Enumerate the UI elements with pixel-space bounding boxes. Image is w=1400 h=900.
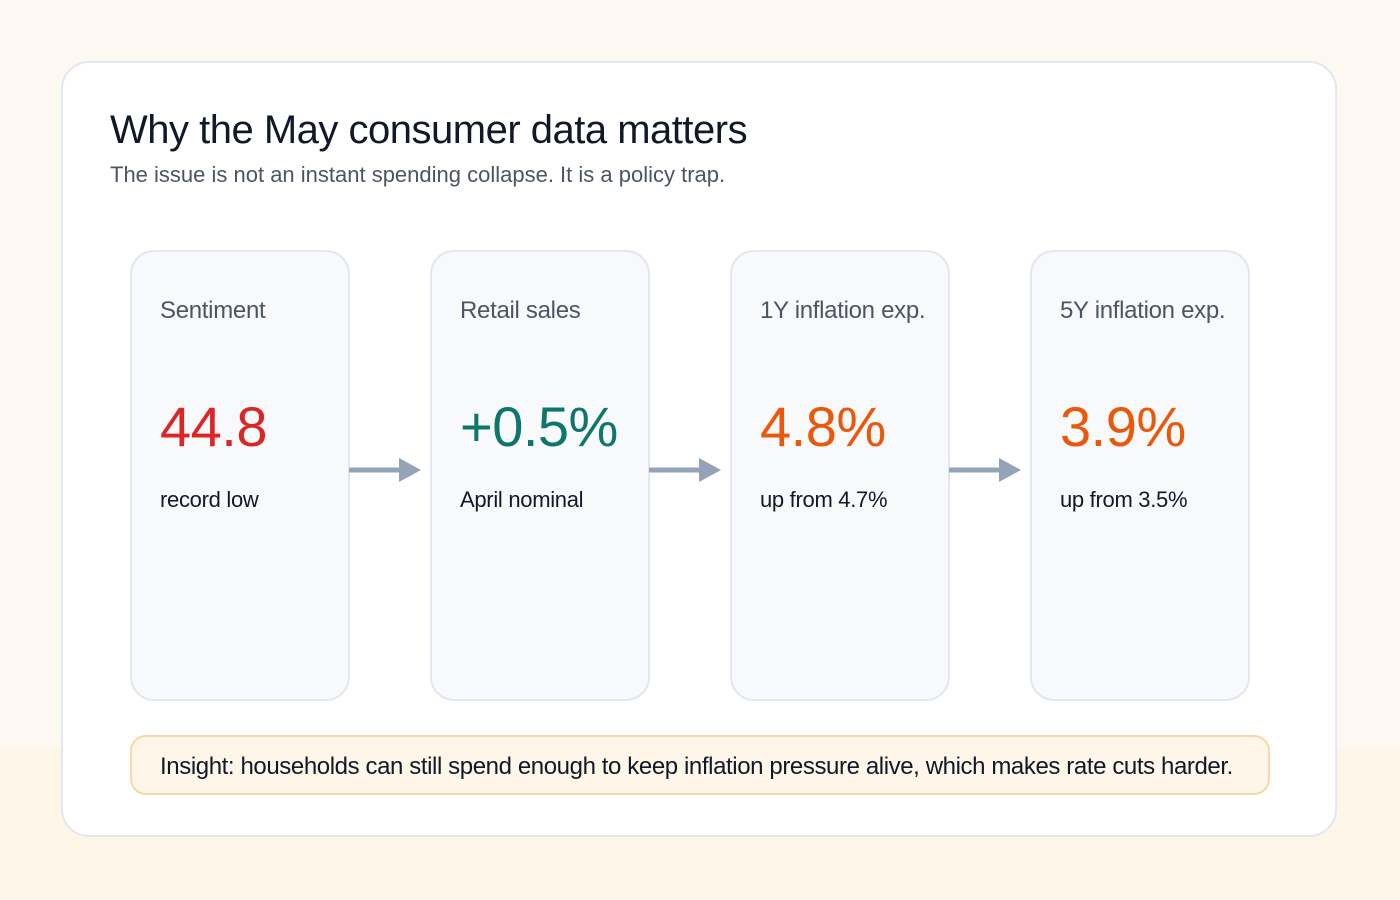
- metric-label: Sentiment: [160, 297, 266, 324]
- metric-value: 4.8%: [760, 395, 886, 458]
- insight-callout: Insight: households can still spend enou…: [130, 735, 1270, 795]
- metric-card-sentiment: Sentiment 44.8 record low: [130, 250, 350, 701]
- insight-text: Insight: households can still spend enou…: [160, 753, 1233, 780]
- metric-value: +0.5%: [460, 395, 618, 458]
- metric-card-5y-inflation: 5Y inflation exp. 3.9% up from 3.5%: [1030, 250, 1250, 701]
- metric-card-1y-inflation: 1Y inflation exp. 4.8% up from 4.7%: [730, 250, 950, 701]
- metric-note: record low: [160, 487, 259, 512]
- metric-note: April nominal: [460, 487, 584, 512]
- metric-label: Retail sales: [460, 297, 581, 324]
- page-title: Why the May consumer data matters: [110, 108, 748, 152]
- metric-card-retail-sales: Retail sales +0.5% April nominal: [430, 250, 650, 701]
- metric-value: 3.9%: [1060, 395, 1186, 458]
- flow-arrow-icon: [949, 458, 1021, 482]
- metric-label: 1Y inflation exp.: [760, 297, 926, 324]
- flow-arrow-icon: [649, 458, 721, 482]
- metric-note: up from 3.5%: [1060, 487, 1188, 512]
- page-subtitle: The issue is not an instant spending col…: [110, 162, 726, 187]
- metric-note: up from 4.7%: [760, 487, 888, 512]
- metric-value: 44.8: [160, 395, 268, 458]
- metric-label: 5Y inflation exp.: [1060, 297, 1226, 324]
- flow-arrow-icon: [349, 458, 421, 482]
